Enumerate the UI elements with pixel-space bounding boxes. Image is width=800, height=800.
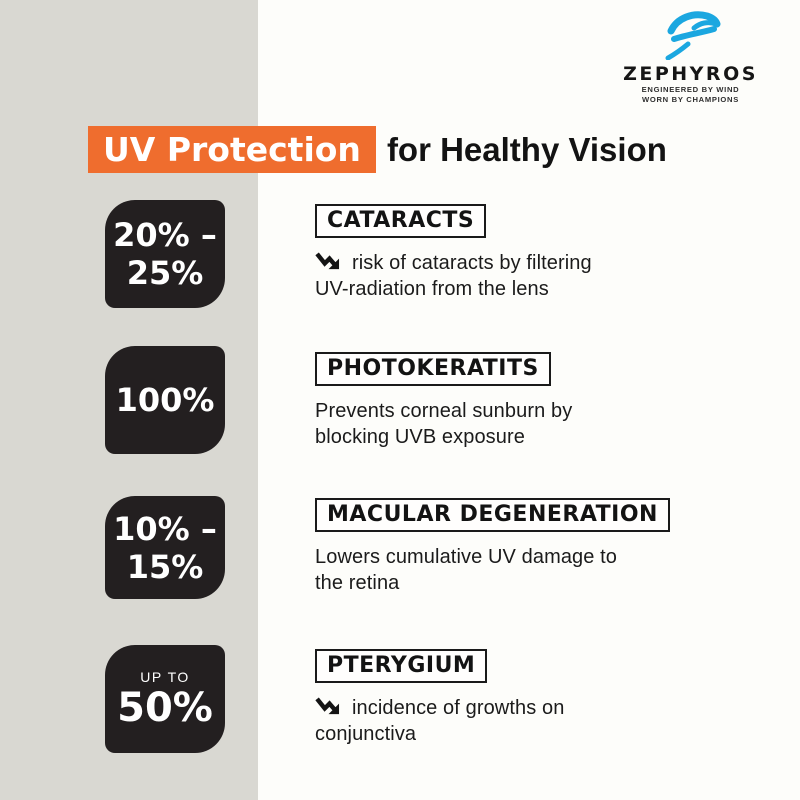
- brand-tagline-line2: WORN BY CHAMPIONS: [642, 95, 739, 104]
- section-heading: CATARACTS: [327, 208, 475, 233]
- section-photokeratits: PHOTOKERATITS Prevents corneal sunburn b…: [315, 352, 735, 450]
- section-macular: MACULAR DEGENERATION Lowers cumulative U…: [315, 498, 735, 596]
- stat-value: 10% – 15%: [113, 509, 217, 586]
- trend-down-zigzag-icon: [315, 697, 340, 715]
- trend-down-zigzag-icon: [315, 252, 340, 270]
- stat-value: 50%: [117, 685, 213, 731]
- section-heading-box: MACULAR DEGENERATION: [315, 498, 670, 532]
- stat-value: 100%: [115, 381, 215, 419]
- title-rest: for Healthy Vision: [386, 130, 667, 168]
- section-heading: PTERYGIUM: [327, 653, 476, 678]
- section-description: Prevents corneal sunburn by blocking UVB…: [315, 400, 573, 448]
- section-description: Lowers cumulative UV damage to the retin…: [315, 546, 618, 594]
- stat-value: 20% – 25%: [113, 216, 217, 292]
- section-heading-box: CATARACTS: [315, 204, 487, 238]
- section-heading-box: PHOTOKERATITS: [315, 352, 551, 386]
- wind-swoosh-icon: [665, 11, 720, 60]
- section-heading: PHOTOKERATITS: [327, 356, 539, 381]
- brand-name: ZEPHYROS: [623, 63, 758, 85]
- section-pterygium: PTERYGIUM incidence of growths on conjun…: [315, 649, 735, 747]
- section-heading: MACULAR DEGENERATION: [327, 502, 658, 527]
- stat-tile-macular: 10% – 15%: [105, 496, 225, 599]
- stat-prefix: UP TO: [140, 669, 190, 685]
- stat-tile-photokeratits: 100%: [105, 346, 225, 454]
- brand-logo: ZEPHYROS ENGINEERED BY WIND WORN BY CHAM…: [608, 10, 773, 105]
- section-description: incidence of growths on conjunctiva: [315, 697, 565, 745]
- page-title: UV Protection for Healthy Vision: [88, 126, 667, 173]
- section-description: risk of cataracts by filtering UV-radiat…: [315, 252, 592, 300]
- stat-tile-cataracts: 20% – 25%: [105, 200, 225, 308]
- section-heading-box: PTERYGIUM: [315, 649, 488, 683]
- title-highlight: UV Protection: [88, 126, 376, 173]
- brand-tagline-line1: ENGINEERED BY WIND: [641, 85, 740, 94]
- stat-tile-pterygium: UP TO 50%: [105, 645, 225, 753]
- section-cataracts: CATARACTS risk of cataracts by filtering…: [315, 204, 735, 302]
